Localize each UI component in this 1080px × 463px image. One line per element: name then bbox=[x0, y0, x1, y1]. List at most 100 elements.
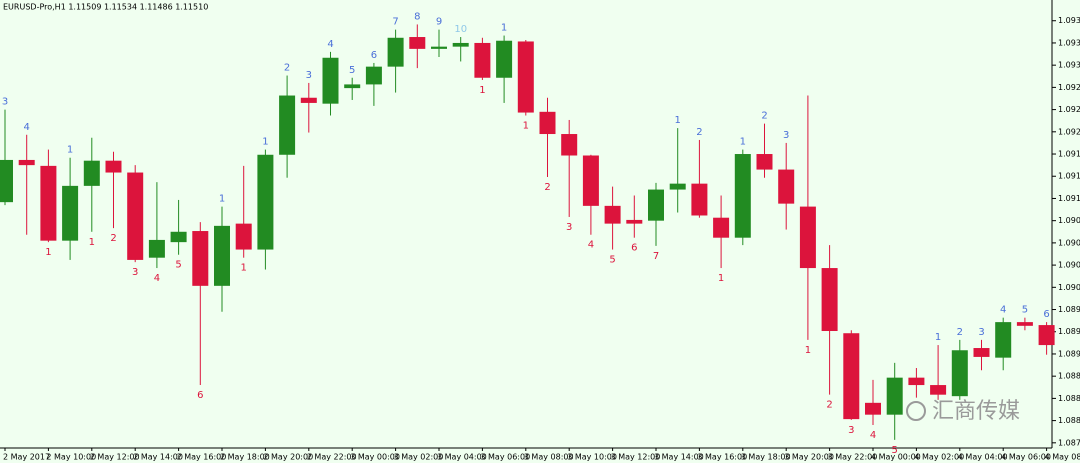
count-label: 3 bbox=[306, 70, 312, 81]
count-label: 2 bbox=[284, 63, 290, 74]
y-tick-label: 1.09185 bbox=[1058, 150, 1080, 159]
candle-body bbox=[799, 206, 816, 269]
candle-body bbox=[778, 169, 795, 204]
candle-body bbox=[257, 154, 274, 250]
count-label: 3 bbox=[848, 425, 854, 436]
x-tick-label: 2 May 22:00 bbox=[307, 453, 357, 462]
count-label: 2 bbox=[544, 182, 550, 193]
count-label: 4 bbox=[24, 122, 30, 133]
candle-body bbox=[995, 322, 1012, 358]
count-label: 1 bbox=[241, 263, 247, 274]
candle-body bbox=[365, 66, 382, 85]
candle-body bbox=[886, 377, 903, 415]
candle-body bbox=[148, 239, 165, 258]
candle-body bbox=[604, 205, 621, 224]
candle-body bbox=[127, 172, 144, 260]
y-tick-label: 1.09275 bbox=[1058, 83, 1080, 92]
x-tick-label: 2 May 16:00 bbox=[177, 453, 227, 462]
candle-body bbox=[192, 231, 209, 286]
count-label: 4 bbox=[154, 273, 160, 284]
count-label: 7 bbox=[653, 251, 659, 262]
x-tick-label: 3 May 08:00 bbox=[524, 453, 574, 462]
count-label: 3 bbox=[978, 327, 984, 338]
candle-body bbox=[865, 402, 881, 415]
count-label: 2 bbox=[826, 400, 832, 411]
count-label: 1 bbox=[740, 137, 746, 148]
x-tick-label: 3 May 22:00 bbox=[828, 453, 878, 462]
y-tick-label: 1.09305 bbox=[1058, 61, 1080, 70]
count-label: 2 bbox=[761, 111, 767, 122]
candle-body bbox=[691, 183, 708, 216]
candle-body bbox=[951, 350, 968, 397]
candle-body bbox=[300, 97, 317, 103]
count-label: 4 bbox=[588, 240, 594, 251]
x-tick-label: 2 May 20:00 bbox=[263, 453, 313, 462]
x-tick-label: 3 May 10:00 bbox=[567, 453, 617, 462]
count-label: 2 bbox=[957, 327, 963, 338]
count-label: 1 bbox=[89, 237, 95, 248]
candle-body bbox=[1016, 322, 1033, 326]
count-label: 4 bbox=[327, 39, 333, 50]
candle-body bbox=[474, 42, 491, 78]
count-label: 1 bbox=[805, 345, 811, 356]
count-label: 4 bbox=[1000, 305, 1006, 316]
x-tick-label: 3 May 18:00 bbox=[741, 453, 791, 462]
count-label: 1 bbox=[45, 247, 51, 258]
y-tick-label: 1.09215 bbox=[1058, 127, 1080, 136]
x-tick-label: 3 May 06:00 bbox=[480, 453, 530, 462]
x-tick-label: 2 May 12:00 bbox=[90, 453, 140, 462]
candle-body bbox=[713, 217, 730, 238]
count-label: 1 bbox=[262, 137, 268, 148]
count-label: 6 bbox=[197, 390, 203, 401]
candle-body bbox=[539, 111, 556, 135]
count-label: 5 bbox=[892, 445, 898, 456]
x-tick-label: 2 May 14:00 bbox=[133, 453, 183, 462]
count-label: 5 bbox=[349, 65, 355, 76]
x-tick-label: 3 May 12:00 bbox=[611, 453, 661, 462]
candle-body bbox=[582, 155, 599, 206]
candle-body bbox=[279, 95, 296, 155]
y-tick-label: 1.08975 bbox=[1058, 305, 1080, 314]
candle-body bbox=[344, 84, 361, 89]
y-tick-label: 1.09005 bbox=[1058, 283, 1080, 292]
candle-body bbox=[62, 185, 79, 241]
candle-body bbox=[930, 385, 947, 395]
x-tick-label: 4 May 02:00 bbox=[914, 453, 964, 462]
y-tick-label: 1.08915 bbox=[1058, 349, 1080, 358]
count-label: 6 bbox=[631, 243, 637, 254]
x-tick-label: 3 May 02:00 bbox=[394, 453, 444, 462]
candle-body bbox=[756, 154, 773, 170]
candle-body bbox=[496, 40, 513, 78]
x-tick-label: 4 May 08:00 bbox=[1045, 453, 1080, 462]
count-label: 1 bbox=[479, 85, 485, 96]
candle-body bbox=[821, 268, 838, 332]
y-tick-label: 1.08945 bbox=[1058, 327, 1080, 336]
candle-body bbox=[409, 37, 426, 49]
x-tick-label: 4 May 04:00 bbox=[958, 453, 1008, 462]
count-label: 1 bbox=[501, 23, 507, 34]
candle-body bbox=[626, 219, 643, 224]
candle-body bbox=[0, 159, 13, 203]
y-tick-label: 1.09335 bbox=[1058, 38, 1080, 47]
candle-body bbox=[40, 165, 57, 241]
count-label: 3 bbox=[2, 97, 8, 108]
count-label: 1 bbox=[523, 121, 529, 132]
count-label: 3 bbox=[566, 222, 572, 233]
x-tick-label: 4 May 00:00 bbox=[871, 453, 921, 462]
y-tick-label: 1.09095 bbox=[1058, 216, 1080, 225]
chart-title: EURUSD-Pro,H1 1.11509 1.11534 1.11486 1.… bbox=[3, 3, 208, 12]
count-label: 1 bbox=[67, 145, 73, 156]
candle-body bbox=[973, 348, 990, 357]
candle-body bbox=[1038, 325, 1055, 346]
count-label: 5 bbox=[1022, 305, 1028, 316]
candle-body bbox=[734, 154, 751, 238]
candle-body bbox=[235, 223, 252, 250]
y-tick-label: 1.09065 bbox=[1058, 238, 1080, 247]
candle-body bbox=[83, 160, 100, 186]
watermark: 汇商传媒 bbox=[906, 399, 1020, 424]
x-tick-label: 3 May 20:00 bbox=[784, 453, 834, 462]
y-tick-label: 1.08885 bbox=[1058, 372, 1080, 381]
count-label: 4 bbox=[870, 430, 876, 441]
candle-body bbox=[648, 189, 664, 221]
count-label: 5 bbox=[175, 260, 181, 271]
